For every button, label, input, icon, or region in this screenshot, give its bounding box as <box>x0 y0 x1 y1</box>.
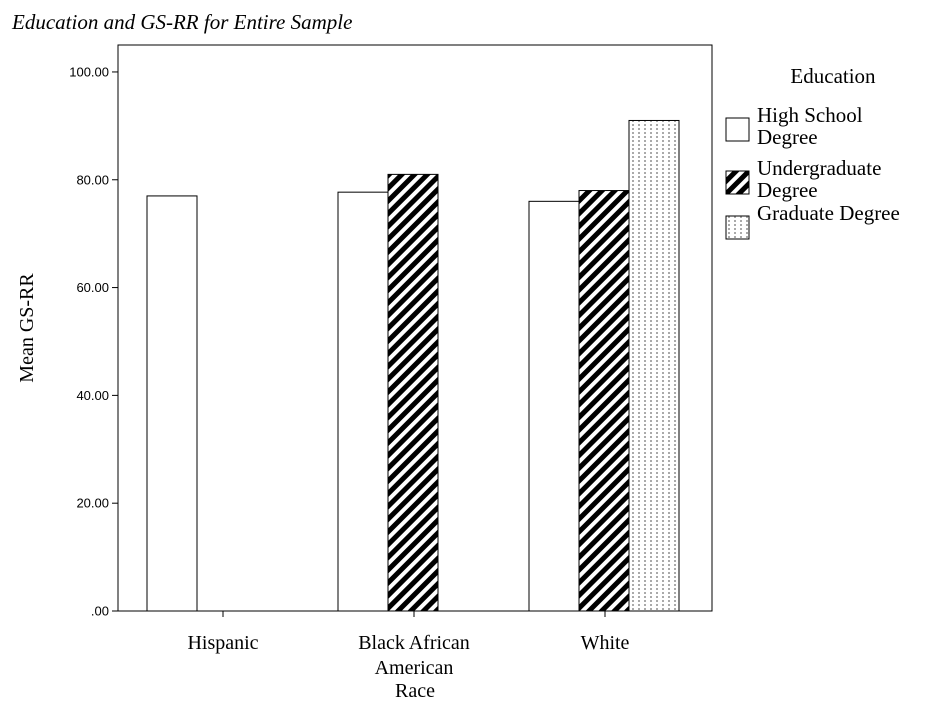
bar-undergraduate <box>578 190 630 612</box>
legend-label-line: High School <box>757 103 863 127</box>
x-axis-title: Race <box>395 680 435 702</box>
bar-high-school <box>528 200 580 612</box>
legend-label-line: Degree <box>757 125 818 149</box>
x-category-label-line: White <box>581 632 630 654</box>
x-category-label-line: American <box>375 657 454 679</box>
x-category-label: Black African American <box>358 632 470 679</box>
legend-title: Education <box>790 64 876 88</box>
bar-high-school <box>146 195 198 612</box>
y-tick-label: .00 <box>91 604 109 619</box>
bar-undergraduate <box>387 173 439 612</box>
bar-high-school <box>337 191 389 612</box>
legend-label-line: Degree <box>757 178 818 202</box>
y-tick-label: 40.00 <box>76 388 109 403</box>
legend-swatch <box>725 215 750 240</box>
x-category-label: White <box>581 632 630 654</box>
x-category-label-line: Hispanic <box>187 632 258 654</box>
legend-label: High School Degree <box>757 103 863 149</box>
legend-swatch <box>725 117 750 142</box>
legend-swatch <box>725 170 750 195</box>
legend-label: Undergraduate Degree <box>757 156 881 202</box>
y-tick-label: 100.00 <box>69 64 109 79</box>
y-tick-label: 60.00 <box>76 280 109 295</box>
bar-graduate <box>628 119 680 612</box>
legend-label-line: Graduate Degree <box>757 201 900 225</box>
y-axis-title: Mean GS-RR <box>16 273 38 383</box>
x-category-label: Hispanic <box>187 632 258 654</box>
chart-title: Education and GS-RR for Entire Sample <box>12 10 353 34</box>
legend-label-line: Undergraduate <box>757 156 881 180</box>
y-tick-label: 20.00 <box>76 496 109 511</box>
x-category-label-line: Black African <box>358 632 470 654</box>
legend-label: Graduate Degree <box>757 201 900 225</box>
y-tick-label: 80.00 <box>76 172 109 187</box>
